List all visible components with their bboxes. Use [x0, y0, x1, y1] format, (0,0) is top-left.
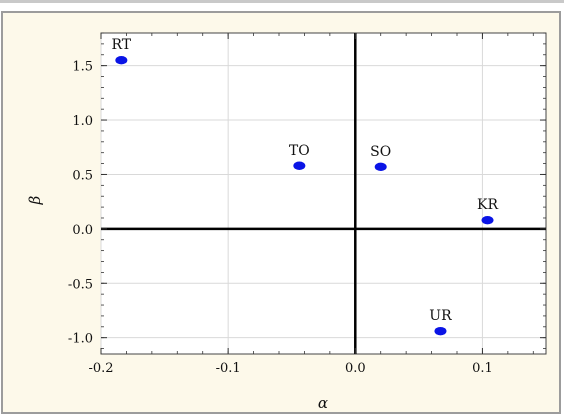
- x-tick-label: -0.1: [216, 361, 241, 376]
- zero-axis-lines: [101, 33, 546, 354]
- x-tick-label: 0.0: [345, 361, 366, 376]
- y-tick-label: 0.5: [72, 168, 93, 183]
- y-tick-label: -0.5: [68, 277, 93, 292]
- point-label-ur: UR: [429, 308, 452, 324]
- data-point-so: [374, 162, 387, 172]
- x-tick-label: 0.1: [472, 361, 493, 376]
- y-axis-label: β: [26, 195, 44, 205]
- window-top-border: [0, 0, 564, 3]
- y-tick-label: 1.5: [72, 60, 93, 75]
- point-label-to: TO: [289, 143, 310, 159]
- x-tick-labels: -0.2 -0.1 0.0 0.1: [88, 361, 492, 376]
- x-tick-label: -0.2: [88, 361, 113, 376]
- data-points: RT TO SO KR UR: [112, 37, 498, 336]
- point-label-rt: RT: [112, 37, 132, 53]
- point-label-so: SO: [370, 144, 391, 160]
- y-tick-label: -1.0: [68, 332, 93, 347]
- data-point-kr: [481, 215, 494, 225]
- y-tick-label: 0.0: [72, 223, 93, 238]
- data-point-rt: [115, 56, 128, 65]
- x-axis-label: α: [318, 394, 328, 412]
- data-point-to: [293, 161, 306, 170]
- plot-area: [100, 32, 547, 355]
- tick-marks: [100, 32, 546, 354]
- point-label-kr: KR: [477, 197, 498, 213]
- data-point-ur: [434, 326, 447, 336]
- y-tick-label: 1.0: [72, 114, 93, 129]
- y-tick-labels: -1.0 -0.5 0.0 0.5 1.0 1.5: [68, 60, 93, 347]
